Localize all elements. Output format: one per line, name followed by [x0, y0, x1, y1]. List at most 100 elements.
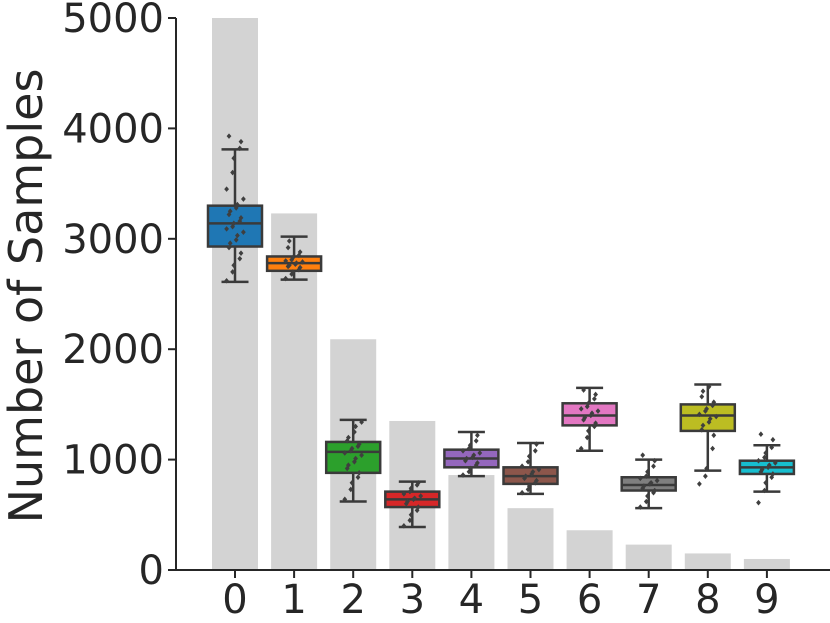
axes-layer: [175, 18, 830, 571]
y-tick-label: 5000: [62, 0, 164, 42]
bar-6: [566, 530, 613, 570]
data-point: [466, 468, 472, 475]
boxplot-8: [679, 383, 737, 487]
data-point: [593, 391, 598, 398]
data-point: [407, 517, 413, 524]
data-point: [713, 413, 719, 420]
data-point: [477, 450, 483, 456]
bar-0: [212, 18, 258, 570]
data-point: [763, 479, 769, 486]
data-point: [290, 269, 296, 275]
data-point: [356, 441, 362, 447]
data-point: [408, 485, 414, 492]
data-point: [230, 269, 235, 275]
data-point: [226, 211, 232, 218]
data-point: [699, 393, 705, 400]
data-point: [704, 465, 709, 472]
data-point: [467, 465, 473, 472]
x-tick-label: 9: [754, 577, 779, 623]
y-tick-label: 2000: [62, 327, 164, 373]
data-point: [700, 422, 706, 429]
data-point: [286, 238, 292, 244]
data-point: [237, 145, 243, 152]
data-point: [460, 447, 466, 454]
data-point: [349, 479, 355, 486]
data-point: [401, 491, 407, 497]
y-tick-label: 0: [139, 548, 164, 594]
data-point: [352, 429, 357, 435]
data-point: [233, 237, 239, 243]
data-point: [652, 487, 658, 494]
data-point: [637, 504, 643, 510]
data-point: [237, 218, 243, 224]
data-point: [344, 465, 350, 472]
data-point: [224, 186, 229, 192]
data-point: [652, 457, 658, 464]
data-point: [592, 396, 597, 402]
data-point: [640, 452, 646, 458]
data-point: [226, 244, 232, 251]
data-point: [224, 226, 229, 232]
data-point: [230, 169, 235, 176]
data-point: [595, 408, 601, 414]
data-point: [473, 462, 479, 468]
data-point: [460, 472, 466, 478]
data-point: [289, 256, 295, 263]
x-tick-label: 2: [340, 577, 365, 623]
data-point: [231, 220, 237, 227]
data-point: [578, 406, 584, 412]
x-tick-label: 7: [636, 577, 661, 623]
data-point: [467, 442, 473, 449]
data-point: [700, 388, 706, 394]
data-point: [471, 452, 477, 458]
data-point: [415, 504, 421, 510]
data-point: [770, 436, 776, 443]
bar-7: [625, 544, 672, 570]
data-point: [348, 486, 354, 493]
y-tick-label: 3000: [62, 217, 164, 263]
data-point: [762, 487, 767, 494]
data-point: [536, 466, 542, 473]
data-point: [344, 438, 350, 444]
data-point: [349, 445, 355, 452]
data-point: [286, 262, 292, 269]
data-point: [346, 434, 351, 441]
data-point: [231, 155, 237, 162]
data-point: [756, 457, 761, 464]
x-tick-label: 1: [281, 577, 306, 623]
data-point: [532, 447, 538, 454]
data-point: [346, 462, 351, 468]
data-point: [703, 473, 708, 479]
data-point: [593, 420, 598, 426]
data-point: [227, 240, 233, 247]
data-point: [342, 496, 348, 503]
data-point: [534, 477, 539, 484]
data-point: [762, 454, 767, 461]
data-point: [763, 450, 769, 456]
data-point: [418, 493, 424, 499]
data-point: [711, 432, 717, 439]
data-point: [473, 438, 479, 444]
data-point: [648, 479, 654, 486]
data-point: [534, 441, 539, 447]
data-point: [523, 473, 529, 479]
data-point: [526, 483, 532, 489]
data-point: [294, 260, 299, 266]
data-point: [342, 450, 348, 456]
data-point: [526, 453, 532, 460]
data-point: [643, 473, 649, 479]
data-point: [584, 434, 590, 441]
data-point: [227, 208, 233, 214]
y-tick-label: 1000: [62, 438, 164, 484]
data-point: [578, 445, 584, 452]
data-point: [283, 275, 289, 282]
data-point: [355, 474, 361, 481]
y-axis-label: Number of Samples: [0, 69, 53, 524]
data-point: [706, 383, 712, 390]
data-point: [766, 462, 772, 468]
data-point: [475, 432, 480, 439]
bar-4: [448, 475, 495, 570]
boxplot-4: [443, 430, 500, 478]
data-point: [408, 512, 414, 518]
